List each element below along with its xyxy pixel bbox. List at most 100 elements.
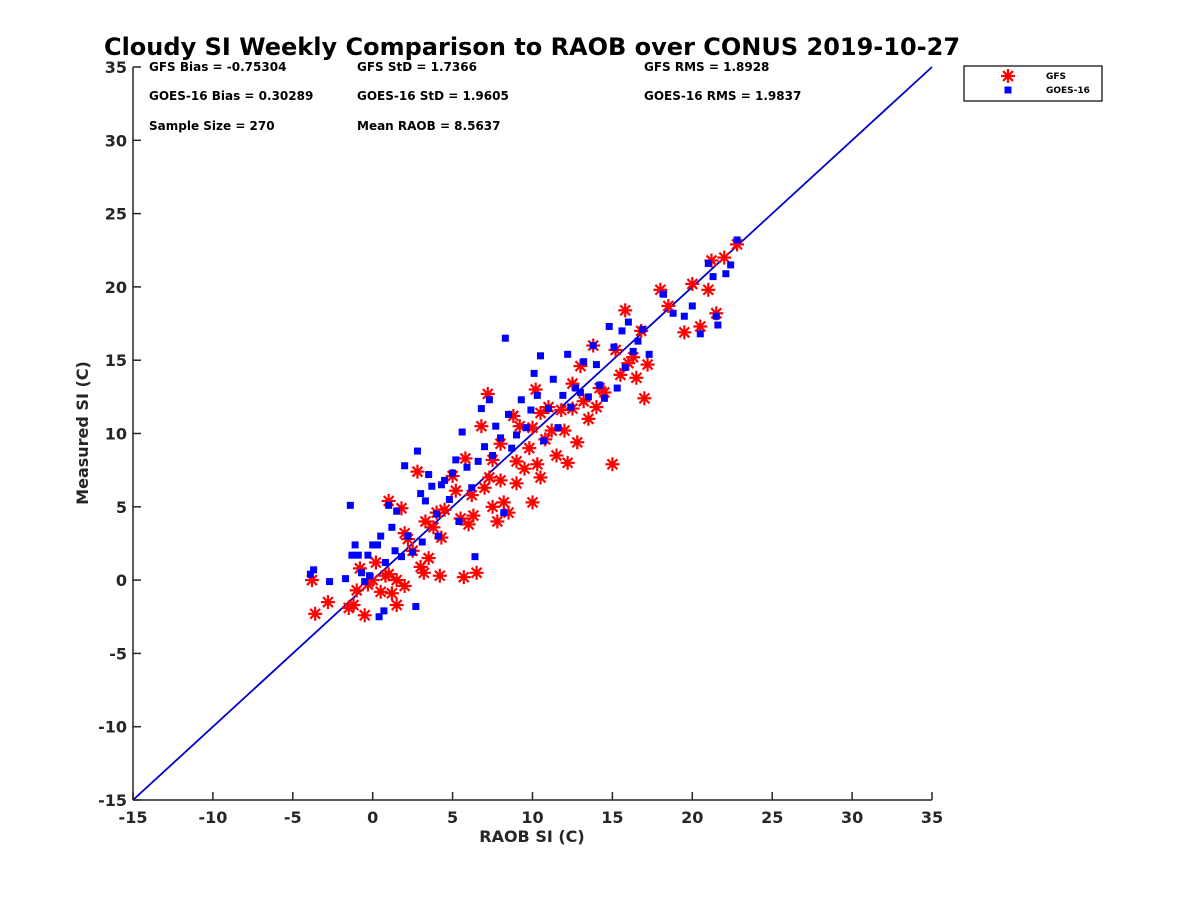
asterisk-stroke	[414, 561, 427, 573]
goes16-point	[613, 384, 621, 392]
goes16-point	[445, 495, 453, 503]
asterisk-stroke	[529, 383, 542, 396]
x-tick-label: -5	[284, 808, 302, 827]
asterisk-stroke	[306, 574, 318, 586]
goes16-point	[501, 334, 509, 342]
gfs-point	[525, 495, 540, 510]
asterisk-stroke	[507, 410, 520, 422]
goes16-point	[463, 463, 471, 471]
stat-annotation: Mean RAOB = 8.5637	[357, 119, 501, 133]
gfs-point	[717, 250, 732, 265]
asterisk-stroke	[427, 521, 440, 534]
goes16-point	[660, 290, 668, 298]
asterisk-stroke	[366, 574, 379, 586]
legend-asterisk-icon	[1001, 69, 1015, 83]
gfs-point	[549, 448, 564, 463]
gfs-point	[509, 476, 524, 491]
goes16-point	[645, 350, 653, 358]
asterisk-stroke	[662, 300, 675, 312]
asterisk-stroke	[462, 518, 475, 531]
gfs-point	[581, 411, 596, 426]
stat-annotation: Sample Size = 270	[149, 119, 275, 133]
asterisk-stroke	[702, 284, 715, 296]
chart-title: Cloudy SI Weekly Comparison to RAOB over…	[104, 33, 960, 61]
goes16-point	[489, 451, 497, 459]
goes16-point	[404, 532, 412, 540]
goes16-point	[373, 541, 381, 549]
asterisk-stroke	[309, 608, 321, 620]
goes16-point	[413, 447, 421, 455]
gfs-point	[456, 570, 471, 585]
asterisk-stroke	[590, 401, 603, 413]
gfs-point	[432, 568, 447, 583]
asterisk-stroke	[526, 496, 539, 509]
asterisk-stroke	[654, 284, 667, 296]
x-tick-label: 5	[447, 808, 458, 827]
gfs-point	[677, 325, 692, 340]
asterisk-stroke	[374, 586, 387, 598]
y-tick-label: 35	[105, 58, 127, 77]
asterisk-stroke	[482, 388, 494, 400]
goes16-point	[434, 532, 442, 540]
gfs-point	[308, 606, 323, 621]
x-tick-label: 35	[921, 808, 943, 827]
gfs-point	[554, 403, 569, 418]
asterisk-stroke	[518, 462, 531, 475]
goes16-point	[397, 553, 405, 561]
goes16-point	[517, 396, 525, 404]
asterisk-stroke	[322, 596, 334, 608]
asterisk-stroke	[523, 442, 536, 454]
goes16-point	[639, 325, 647, 333]
asterisk-stroke	[422, 552, 435, 564]
gfs-point	[384, 586, 399, 601]
gfs-point	[373, 584, 388, 599]
asterisk-stroke	[494, 474, 507, 487]
gfs-point	[517, 461, 532, 476]
goes16-point	[485, 396, 493, 404]
gfs-point	[466, 508, 481, 523]
gfs-point	[533, 405, 548, 420]
goes16-point	[497, 434, 505, 442]
asterisk-stroke	[486, 501, 499, 513]
goes16-point	[310, 566, 318, 574]
asterisk-stroke	[386, 587, 398, 600]
goes16-point	[589, 342, 597, 350]
legend-label-goes16: GOES-16	[1046, 86, 1090, 96]
y-tick-label: 15	[105, 351, 127, 370]
asterisk-stroke	[466, 489, 478, 501]
gfs-point	[485, 499, 500, 514]
goes16-point	[714, 321, 722, 329]
goes16-point	[388, 523, 396, 531]
y-tick-label: -15	[98, 791, 127, 810]
asterisk-stroke	[370, 556, 382, 569]
gfs-point	[464, 488, 479, 503]
gfs-point	[426, 520, 441, 535]
goes16-point	[500, 509, 508, 517]
x-axis-label: RAOB SI (C)	[479, 827, 584, 846]
asterisk-stroke	[411, 465, 424, 478]
x-tick-label: 10	[521, 808, 543, 827]
goes16-point	[393, 507, 401, 515]
legend-label-gfs: GFS	[1046, 72, 1066, 82]
goes16-point	[580, 358, 588, 366]
y-tick-label: -5	[109, 644, 127, 663]
asterisk-stroke	[513, 420, 526, 432]
gfs-point	[533, 470, 548, 485]
stat-annotation: GFS StD = 1.7366	[357, 60, 477, 74]
goes16-point	[596, 381, 604, 389]
goes16-point	[354, 551, 362, 559]
legend-box	[963, 65, 1103, 102]
goes16-point	[540, 437, 548, 445]
goes16-point	[358, 569, 366, 577]
gfs-point	[613, 367, 628, 382]
asterisk-stroke	[390, 599, 403, 611]
asterisk-stroke	[630, 372, 643, 384]
y-tick-label: 30	[105, 131, 127, 150]
legend-marker-gfs	[1001, 69, 1015, 83]
gfs-point	[320, 595, 335, 610]
gfs-point	[605, 457, 620, 472]
gfs-point	[493, 473, 508, 488]
asterisk-stroke	[398, 580, 411, 592]
asterisk-stroke	[606, 458, 619, 471]
gfs-point	[458, 451, 473, 466]
